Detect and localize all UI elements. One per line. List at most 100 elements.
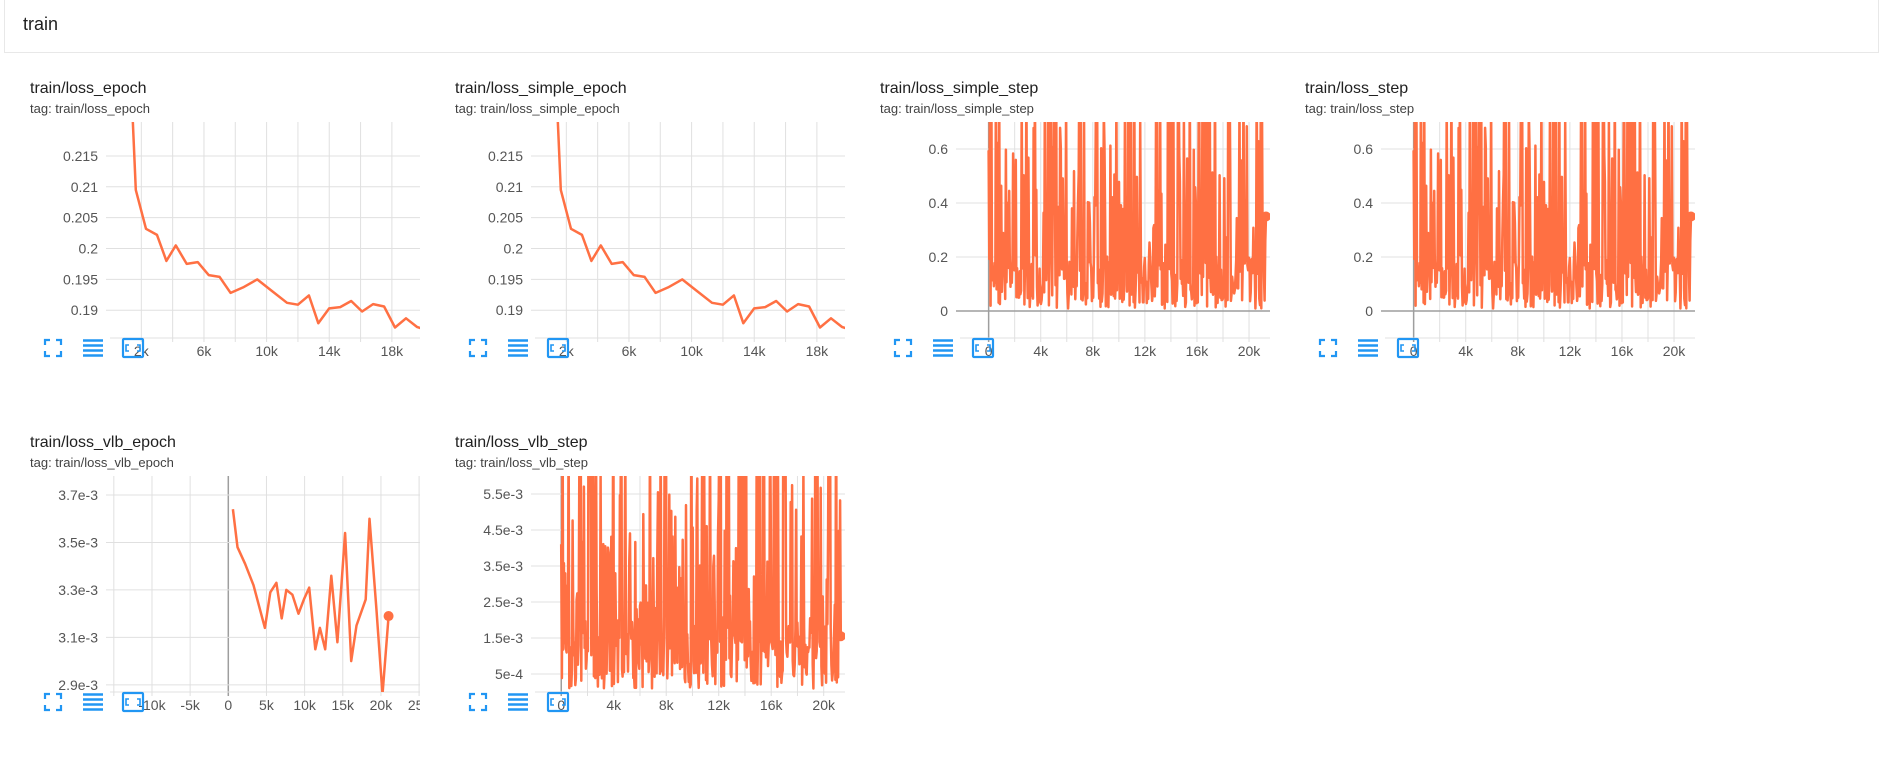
fit-domain-button[interactable] xyxy=(1395,335,1421,361)
section-title: train xyxy=(23,14,59,34)
card-toolbar xyxy=(465,333,585,363)
series-line xyxy=(131,122,420,330)
fullscreen-icon xyxy=(893,338,913,358)
x-tick-label: 14k xyxy=(318,343,342,359)
x-tick-label: 16k xyxy=(1611,343,1635,359)
chart-loss-simple-epoch[interactable]: 2k 6k 10k 14k 18k 0.19 0.195 0.2 0.205 0.21 0.215 xyxy=(425,120,845,395)
card-toolbar xyxy=(40,333,160,363)
fullscreen-button[interactable] xyxy=(890,335,916,361)
x-tick-label: 8k xyxy=(1510,343,1526,359)
y-tick-label: 0.6 xyxy=(1354,141,1374,157)
chart-card-loss-simple-step: train/loss_simple_step tag: train/loss_s… xyxy=(850,80,1270,420)
card-tag: tag: train/loss_vlb_step xyxy=(455,455,588,470)
fullscreen-button[interactable] xyxy=(465,689,491,715)
fullscreen-icon xyxy=(1318,338,1338,358)
card-tag: tag: train/loss_vlb_epoch xyxy=(30,455,174,470)
x-tick-label: 10k xyxy=(680,343,704,359)
data-table-button[interactable] xyxy=(80,335,106,361)
card-title: train/loss_simple_step xyxy=(880,80,1039,97)
y-tick-label: 2.5e-3 xyxy=(483,594,523,610)
x-tick-label: 25k xyxy=(408,697,420,713)
x-tick-label: 2k xyxy=(134,343,150,359)
y-tick-label: 3.7e-3 xyxy=(58,487,98,503)
card-title: train/loss_step xyxy=(1305,80,1409,97)
x-tick-label: 6k xyxy=(622,343,638,359)
fullscreen-button[interactable] xyxy=(40,335,66,361)
chart-loss-vlb-step[interactable]: 0 4k 8k 12k 16k 20k 5e-4 1.5e-3 2.5e-3 3.5e-3 4.5e… xyxy=(425,474,845,749)
y-tick-label: 5.5e-3 xyxy=(483,486,523,502)
y-tick-label: 0.2 xyxy=(504,241,524,257)
x-tick-label: 20k xyxy=(812,697,836,713)
x-tick-label: 16k xyxy=(1186,343,1210,359)
x-tick-label: 12k xyxy=(1134,343,1158,359)
x-tick-label: 10k xyxy=(255,343,279,359)
x-tick-label: 20k xyxy=(1663,343,1687,359)
data-table-icon xyxy=(933,339,953,357)
card-title: train/loss_simple_epoch xyxy=(455,80,627,97)
card-tag: tag: train/loss_step xyxy=(1305,101,1415,116)
data-table-icon xyxy=(508,339,528,357)
chart-card-loss-vlb-step: train/loss_vlb_step tag: train/loss_vlb_… xyxy=(425,434,845,774)
x-tick-label: 4k xyxy=(1458,343,1474,359)
fullscreen-button[interactable] xyxy=(465,335,491,361)
last-point-marker xyxy=(383,611,394,622)
x-tick-label: 20k xyxy=(1238,343,1262,359)
x-tick-label: 18k xyxy=(806,343,830,359)
y-tick-label: 0.2 xyxy=(79,241,99,257)
data-table-icon xyxy=(508,693,528,711)
y-tick-label: 0.19 xyxy=(71,302,98,318)
x-tick-label: 8k xyxy=(659,697,675,713)
fit-domain-button[interactable] xyxy=(970,335,996,361)
fullscreen-icon xyxy=(43,338,63,358)
chart-loss-vlb-epoch[interactable]: -10k -5k 0 5k 10k 15k 20k 25k 2.9e-3 3.1e-3 3.3e-3… xyxy=(0,474,420,749)
x-tick-label: 0 xyxy=(224,697,232,713)
y-tick-label: 0.215 xyxy=(488,148,523,164)
fit-domain-button[interactable] xyxy=(545,335,571,361)
x-tick-label: 18k xyxy=(381,343,405,359)
data-table-button[interactable] xyxy=(505,689,531,715)
card-tag: tag: train/loss_simple_epoch xyxy=(455,101,620,116)
card-toolbar xyxy=(465,687,585,717)
y-tick-label: 2.9e-3 xyxy=(58,677,98,693)
y-tick-label: 0.205 xyxy=(488,210,523,226)
series-line xyxy=(987,122,1268,310)
series-line xyxy=(1412,122,1693,310)
card-title: train/loss_epoch xyxy=(30,80,147,97)
y-tick-label: 0.205 xyxy=(63,210,98,226)
last-point-marker xyxy=(835,631,845,642)
fullscreen-button[interactable] xyxy=(40,689,66,715)
fit-domain-button[interactable] xyxy=(120,335,146,361)
x-tick-label: 16k xyxy=(760,697,784,713)
fit-domain-button[interactable] xyxy=(120,689,146,715)
x-tick-label: -5k xyxy=(180,697,200,713)
x-tick-label: 20k xyxy=(370,697,394,713)
chart-card-loss-epoch: train/loss_epoch tag: train/loss_epoch 2… xyxy=(0,80,420,420)
y-tick-label: 0.19 xyxy=(496,302,523,318)
fullscreen-button[interactable] xyxy=(1315,335,1341,361)
fit-domain-button[interactable] xyxy=(545,689,571,715)
x-tick-label: 2k xyxy=(559,343,575,359)
section-header: train xyxy=(4,0,1879,53)
x-tick-label: 10k xyxy=(293,697,317,713)
y-tick-label: 0.2 xyxy=(929,249,949,265)
data-table-button[interactable] xyxy=(80,689,106,715)
card-toolbar xyxy=(1315,333,1435,363)
chart-loss-epoch[interactable]: 2k 6k 10k 14k 18k 0.19 0.195 0.2 0.205 0.21 0.215 xyxy=(0,120,420,395)
x-tick-label: 12k xyxy=(707,697,731,713)
x-tick-label: 8k xyxy=(1085,343,1101,359)
y-tick-label: 3.1e-3 xyxy=(58,629,98,645)
last-point-marker xyxy=(1685,211,1695,222)
y-tick-label: 4.5e-3 xyxy=(483,522,523,538)
x-tick-label: 6k xyxy=(197,343,213,359)
x-tick-label: 12k xyxy=(1559,343,1583,359)
data-table-icon xyxy=(83,339,103,357)
y-tick-label: 0.6 xyxy=(929,141,949,157)
chart-card-loss-simple-epoch: train/loss_simple_epoch tag: train/loss_… xyxy=(425,80,845,420)
data-table-button[interactable] xyxy=(930,335,956,361)
data-table-button[interactable] xyxy=(1355,335,1381,361)
fullscreen-icon xyxy=(468,692,488,712)
data-table-button[interactable] xyxy=(505,335,531,361)
y-tick-label: 5e-4 xyxy=(495,666,523,682)
